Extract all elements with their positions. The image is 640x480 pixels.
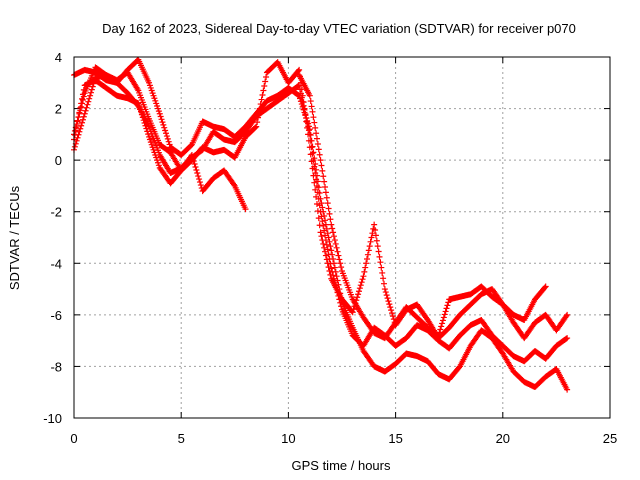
y-axis-label: SDTVAR / TECUs [7,185,22,290]
y-tick-label: -2 [50,205,62,220]
y-tick-label: 0 [55,153,62,168]
x-tick-label: 20 [496,431,510,446]
series-arc-5 [296,72,549,342]
y-tick-label: -6 [50,308,62,323]
y-tick-labels: -10 -8 -6 -4 -2 0 2 4 [43,50,62,426]
y-tick-label: -4 [50,256,62,271]
y-tick-label: 2 [55,102,62,117]
x-tick-label: 25 [603,431,617,446]
series-marks [296,72,549,342]
x-tick-label: 0 [70,431,77,446]
plot-frame [73,56,611,419]
grid-lines [74,57,610,418]
y-tick-label: 4 [55,50,62,65]
chart-title: Day 162 of 2023, Sidereal Day-to-day VTE… [102,21,576,36]
x-axis-label: GPS time / hours [292,458,391,473]
x-tick-labels: 0 5 10 15 20 25 [70,431,617,446]
y-tick-label: -10 [43,411,62,426]
x-tick-label: 5 [178,431,185,446]
x-tick-label: 10 [281,431,295,446]
data-points [71,56,571,393]
x-tick-label: 15 [388,431,402,446]
axis-ticks [73,56,611,419]
y-tick-label: -8 [50,359,62,374]
